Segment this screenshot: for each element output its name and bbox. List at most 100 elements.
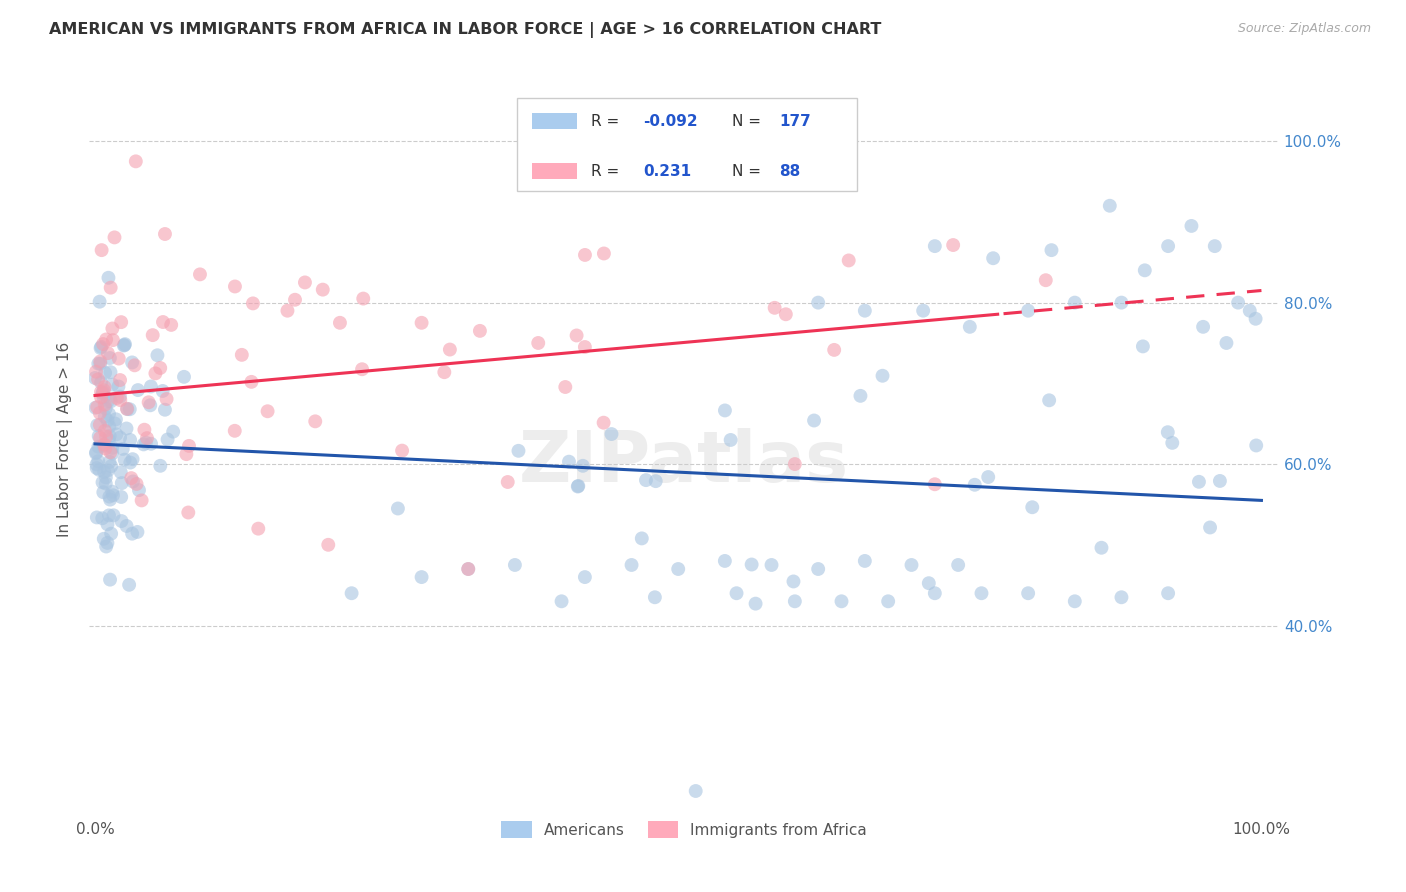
Point <box>107 379 129 393</box>
Point <box>240 375 263 389</box>
Point <box>138 395 160 409</box>
Point <box>942 238 965 252</box>
Point <box>1244 311 1267 326</box>
Point <box>98 419 121 434</box>
Text: Source: ZipAtlas.com: Source: ZipAtlas.com <box>1237 22 1371 36</box>
Point <box>981 251 1004 265</box>
Point <box>1017 303 1039 318</box>
Point <box>121 355 143 369</box>
Point <box>849 389 872 403</box>
Point <box>108 431 131 445</box>
Point <box>90 340 112 354</box>
Point <box>94 401 117 416</box>
Point <box>104 417 127 431</box>
Point <box>97 270 120 285</box>
Point <box>139 437 162 451</box>
Point <box>98 455 121 469</box>
Point <box>96 517 118 532</box>
Point <box>630 532 652 546</box>
Point <box>340 586 363 600</box>
Point <box>128 483 150 497</box>
Point <box>121 452 143 467</box>
Point <box>565 328 588 343</box>
Point <box>91 475 114 490</box>
Point <box>110 514 132 528</box>
Point <box>1040 243 1063 257</box>
Point <box>89 463 111 477</box>
Point <box>977 470 1000 484</box>
Point <box>90 341 112 355</box>
Point <box>91 485 114 500</box>
Point <box>84 371 107 385</box>
Point <box>100 280 122 294</box>
Point <box>101 446 124 460</box>
Point <box>127 383 149 397</box>
Point <box>912 303 935 318</box>
Point <box>1132 339 1154 353</box>
Legend: Americans, Immigrants from Africa: Americans, Immigrants from Africa <box>495 814 873 845</box>
Point <box>527 336 550 351</box>
Point <box>115 401 138 416</box>
Point <box>110 315 132 329</box>
Point <box>352 362 374 376</box>
Point <box>93 532 115 546</box>
Point <box>124 359 146 373</box>
Point <box>741 558 763 572</box>
Point <box>1215 336 1237 351</box>
Point <box>152 384 174 398</box>
Text: R =: R = <box>592 163 620 178</box>
Point <box>131 493 153 508</box>
Point <box>97 394 120 409</box>
Point <box>91 385 114 400</box>
Point <box>600 427 623 442</box>
Point <box>1063 295 1085 310</box>
Point <box>87 440 110 454</box>
Point <box>121 526 143 541</box>
Point <box>714 554 737 568</box>
Point <box>91 511 114 525</box>
Point <box>1204 239 1226 253</box>
Point <box>1209 474 1232 488</box>
Point <box>439 343 461 357</box>
Point <box>775 307 797 321</box>
Point <box>93 391 115 405</box>
Point <box>87 429 110 443</box>
Point <box>89 417 111 432</box>
Text: 177: 177 <box>779 114 811 128</box>
Point <box>87 454 110 468</box>
Point <box>101 321 124 335</box>
Point <box>831 594 853 608</box>
Point <box>110 465 132 479</box>
Point <box>96 540 118 554</box>
Point <box>177 506 200 520</box>
Point <box>853 303 876 318</box>
Point <box>503 558 526 572</box>
Point <box>94 470 117 484</box>
Y-axis label: In Labor Force | Age > 16: In Labor Force | Age > 16 <box>58 343 73 538</box>
Point <box>959 319 981 334</box>
Point <box>98 508 121 523</box>
Point <box>1199 520 1222 534</box>
Point <box>90 376 112 390</box>
Point <box>94 398 117 412</box>
Point <box>149 361 172 376</box>
Point <box>783 594 806 608</box>
Point <box>714 403 737 417</box>
Point <box>98 429 121 443</box>
Point <box>725 586 748 600</box>
Text: 88: 88 <box>779 163 800 178</box>
Text: -0.092: -0.092 <box>644 114 699 128</box>
Point <box>304 414 326 428</box>
Point <box>155 392 177 406</box>
Point <box>90 384 112 399</box>
Point <box>110 490 132 504</box>
Point <box>685 784 707 798</box>
Point <box>149 458 172 473</box>
Point <box>963 477 986 491</box>
Point <box>1157 239 1180 253</box>
Point <box>1090 541 1112 555</box>
Point <box>117 402 139 417</box>
Point <box>122 475 145 489</box>
Point <box>572 458 595 473</box>
Point <box>1111 295 1133 310</box>
